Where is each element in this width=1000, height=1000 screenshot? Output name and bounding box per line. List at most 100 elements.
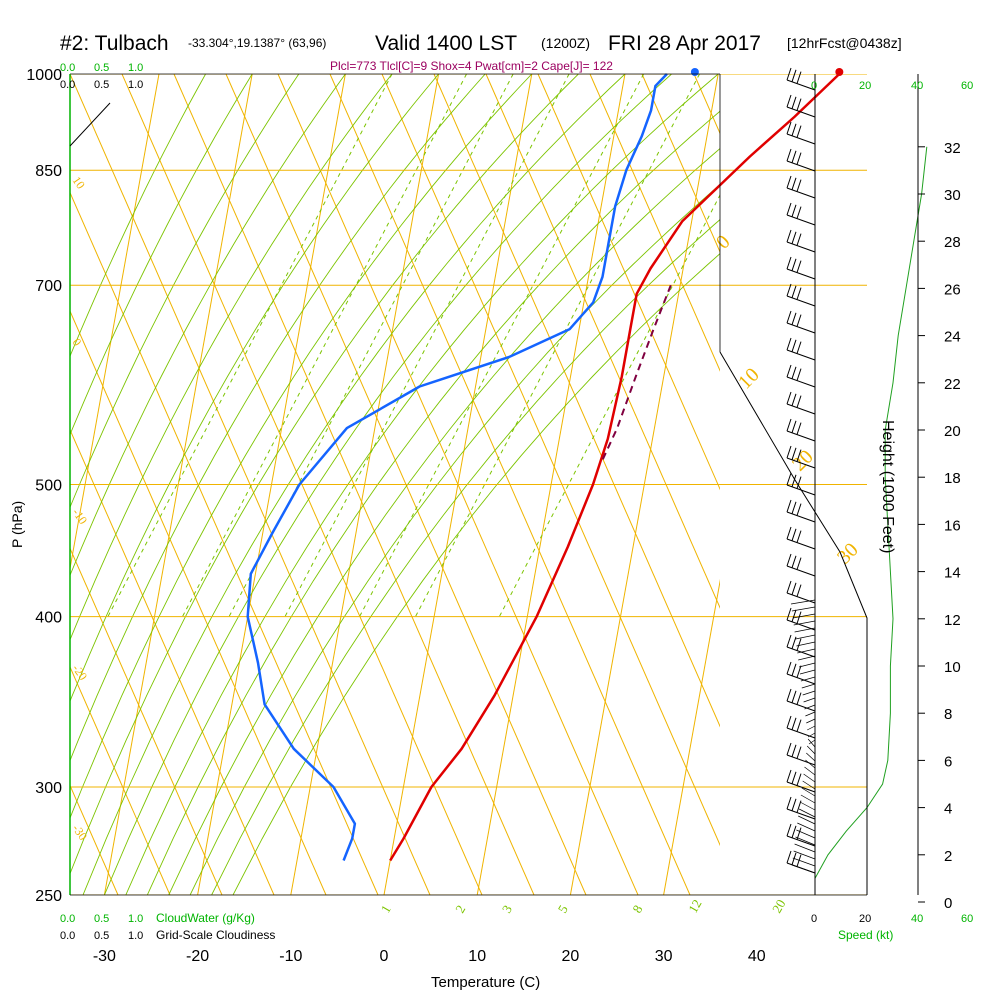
- mixing-ratio-label: 5: [555, 902, 571, 915]
- low-level-barb: [807, 738, 816, 748]
- cloudiness-tick-top-2: 1.0: [128, 79, 143, 91]
- height-tick-label: 0: [944, 895, 952, 912]
- wind-barb: [786, 445, 816, 469]
- barb-flag: [791, 177, 797, 190]
- height-tick-label: 32: [944, 140, 961, 157]
- barb-staff: [786, 565, 816, 577]
- moist-adiabat-line: [146, 110, 720, 895]
- barb-flag: [791, 312, 797, 325]
- low-level-barb: [803, 773, 816, 783]
- mixing-ratio-line: [182, 74, 467, 617]
- barb-flag: [791, 96, 797, 109]
- low-level-barb: [793, 620, 816, 626]
- moist-adiabat-line: [103, 74, 672, 895]
- barb-flag: [786, 121, 792, 135]
- height-tick-label: 8: [944, 706, 952, 723]
- isotherm-line: [850, 74, 998, 895]
- height-tick-label: 30: [944, 187, 961, 204]
- moist-adiabat-line: [211, 219, 720, 895]
- height-tick-label: 6: [944, 753, 952, 770]
- barb-flag: [796, 800, 802, 813]
- station-title: #2: Tulbach: [60, 32, 169, 55]
- barb-flag: [786, 661, 792, 675]
- barb-staff: [786, 754, 816, 766]
- barb-flag: [796, 260, 802, 273]
- low-level-barb: [794, 843, 816, 853]
- temperature-tick-label: 20: [562, 948, 580, 965]
- low-level-barb: [805, 711, 816, 717]
- barb-flag: [791, 663, 797, 676]
- barb-flag: [791, 420, 797, 433]
- wind-barbs: [786, 67, 816, 874]
- barb-flag: [796, 773, 802, 786]
- low-level-barb: [805, 759, 816, 769]
- pressure-tick-label: 250: [35, 888, 62, 905]
- barb-flag: [796, 611, 802, 624]
- moist-adiabat-line: [125, 74, 719, 895]
- wind-barb: [786, 634, 816, 658]
- barb-flag: [791, 609, 797, 622]
- low-level-barb: [792, 613, 816, 619]
- barb-flag: [786, 688, 792, 702]
- barb-flag: [786, 229, 792, 243]
- dry-adiabat-label: -20: [70, 662, 91, 683]
- speed-tick-top-0: 0: [811, 80, 817, 92]
- height-tick-label: 22: [944, 376, 961, 393]
- temperature-tick-label: 40: [748, 948, 766, 965]
- pressure-tick-label: 300: [35, 780, 62, 797]
- surface-dewpoint-marker: [690, 68, 699, 76]
- wind-barb: [786, 418, 816, 442]
- moist-adiabat-line: [82, 74, 626, 895]
- barb-flag: [791, 285, 797, 298]
- cloudiness-tick-bottom-1: 0.5: [94, 930, 109, 942]
- dry-adiabat-line: [70, 665, 171, 895]
- low-level-barb: [791, 864, 816, 874]
- wind-barb: [786, 526, 816, 550]
- low-level-barb: [803, 697, 816, 703]
- barb-flag: [791, 366, 797, 379]
- barb-flag: [786, 202, 792, 216]
- low-level-barb: [795, 836, 816, 846]
- wind-barb: [786, 850, 816, 874]
- barb-flag: [796, 98, 802, 111]
- pressure-tick-label: 700: [35, 278, 62, 295]
- barb-flag: [786, 283, 792, 297]
- barb-flag: [791, 744, 797, 757]
- moist-adiabat-line: [70, 74, 206, 358]
- wind-barb: [786, 499, 816, 523]
- height-tick-label: 12: [944, 612, 961, 629]
- barb-flag: [791, 393, 797, 406]
- cloudiness-label: Grid-Scale Cloudiness: [156, 928, 275, 942]
- low-level-barb: [806, 718, 816, 724]
- height-tick-label: 4: [944, 801, 952, 818]
- barb-flag: [786, 94, 792, 108]
- barb-flag: [786, 499, 792, 513]
- wind-barb: [786, 715, 816, 739]
- temperature-tick-label: -20: [186, 948, 209, 965]
- wind-barb: [786, 310, 816, 334]
- barb-flag: [791, 636, 797, 649]
- moist-adiabat-label: 30: [833, 539, 863, 569]
- barb-staff: [786, 322, 816, 334]
- barb-flag: [791, 150, 797, 163]
- wind-barb: [786, 202, 816, 226]
- barb-flag: [786, 823, 792, 837]
- low-level-barb: [797, 648, 816, 654]
- barb-flag: [796, 422, 802, 435]
- cloudwater-tick-top-1: 0.5: [94, 62, 109, 74]
- barb-flag: [786, 310, 792, 324]
- low-level-barb: [801, 787, 816, 797]
- barb-flag: [796, 530, 802, 543]
- barb-flag: [791, 258, 797, 271]
- wind-barb: [786, 391, 816, 415]
- stability-indices: Plcl=773 Tlcl[C]=9 Shox=4 Pwat[cm]=2 Cap…: [330, 59, 613, 73]
- barb-staff: [786, 592, 816, 604]
- barb-staff: [786, 430, 816, 442]
- height-tick-label: 26: [944, 281, 961, 298]
- barb-flag: [786, 634, 792, 648]
- height-tick-label: 16: [944, 517, 961, 534]
- low-level-barb: [804, 704, 816, 710]
- wind-barb: [786, 94, 816, 118]
- height-tick-label: 14: [944, 565, 961, 582]
- pressure-tick-label: 1000: [26, 67, 62, 84]
